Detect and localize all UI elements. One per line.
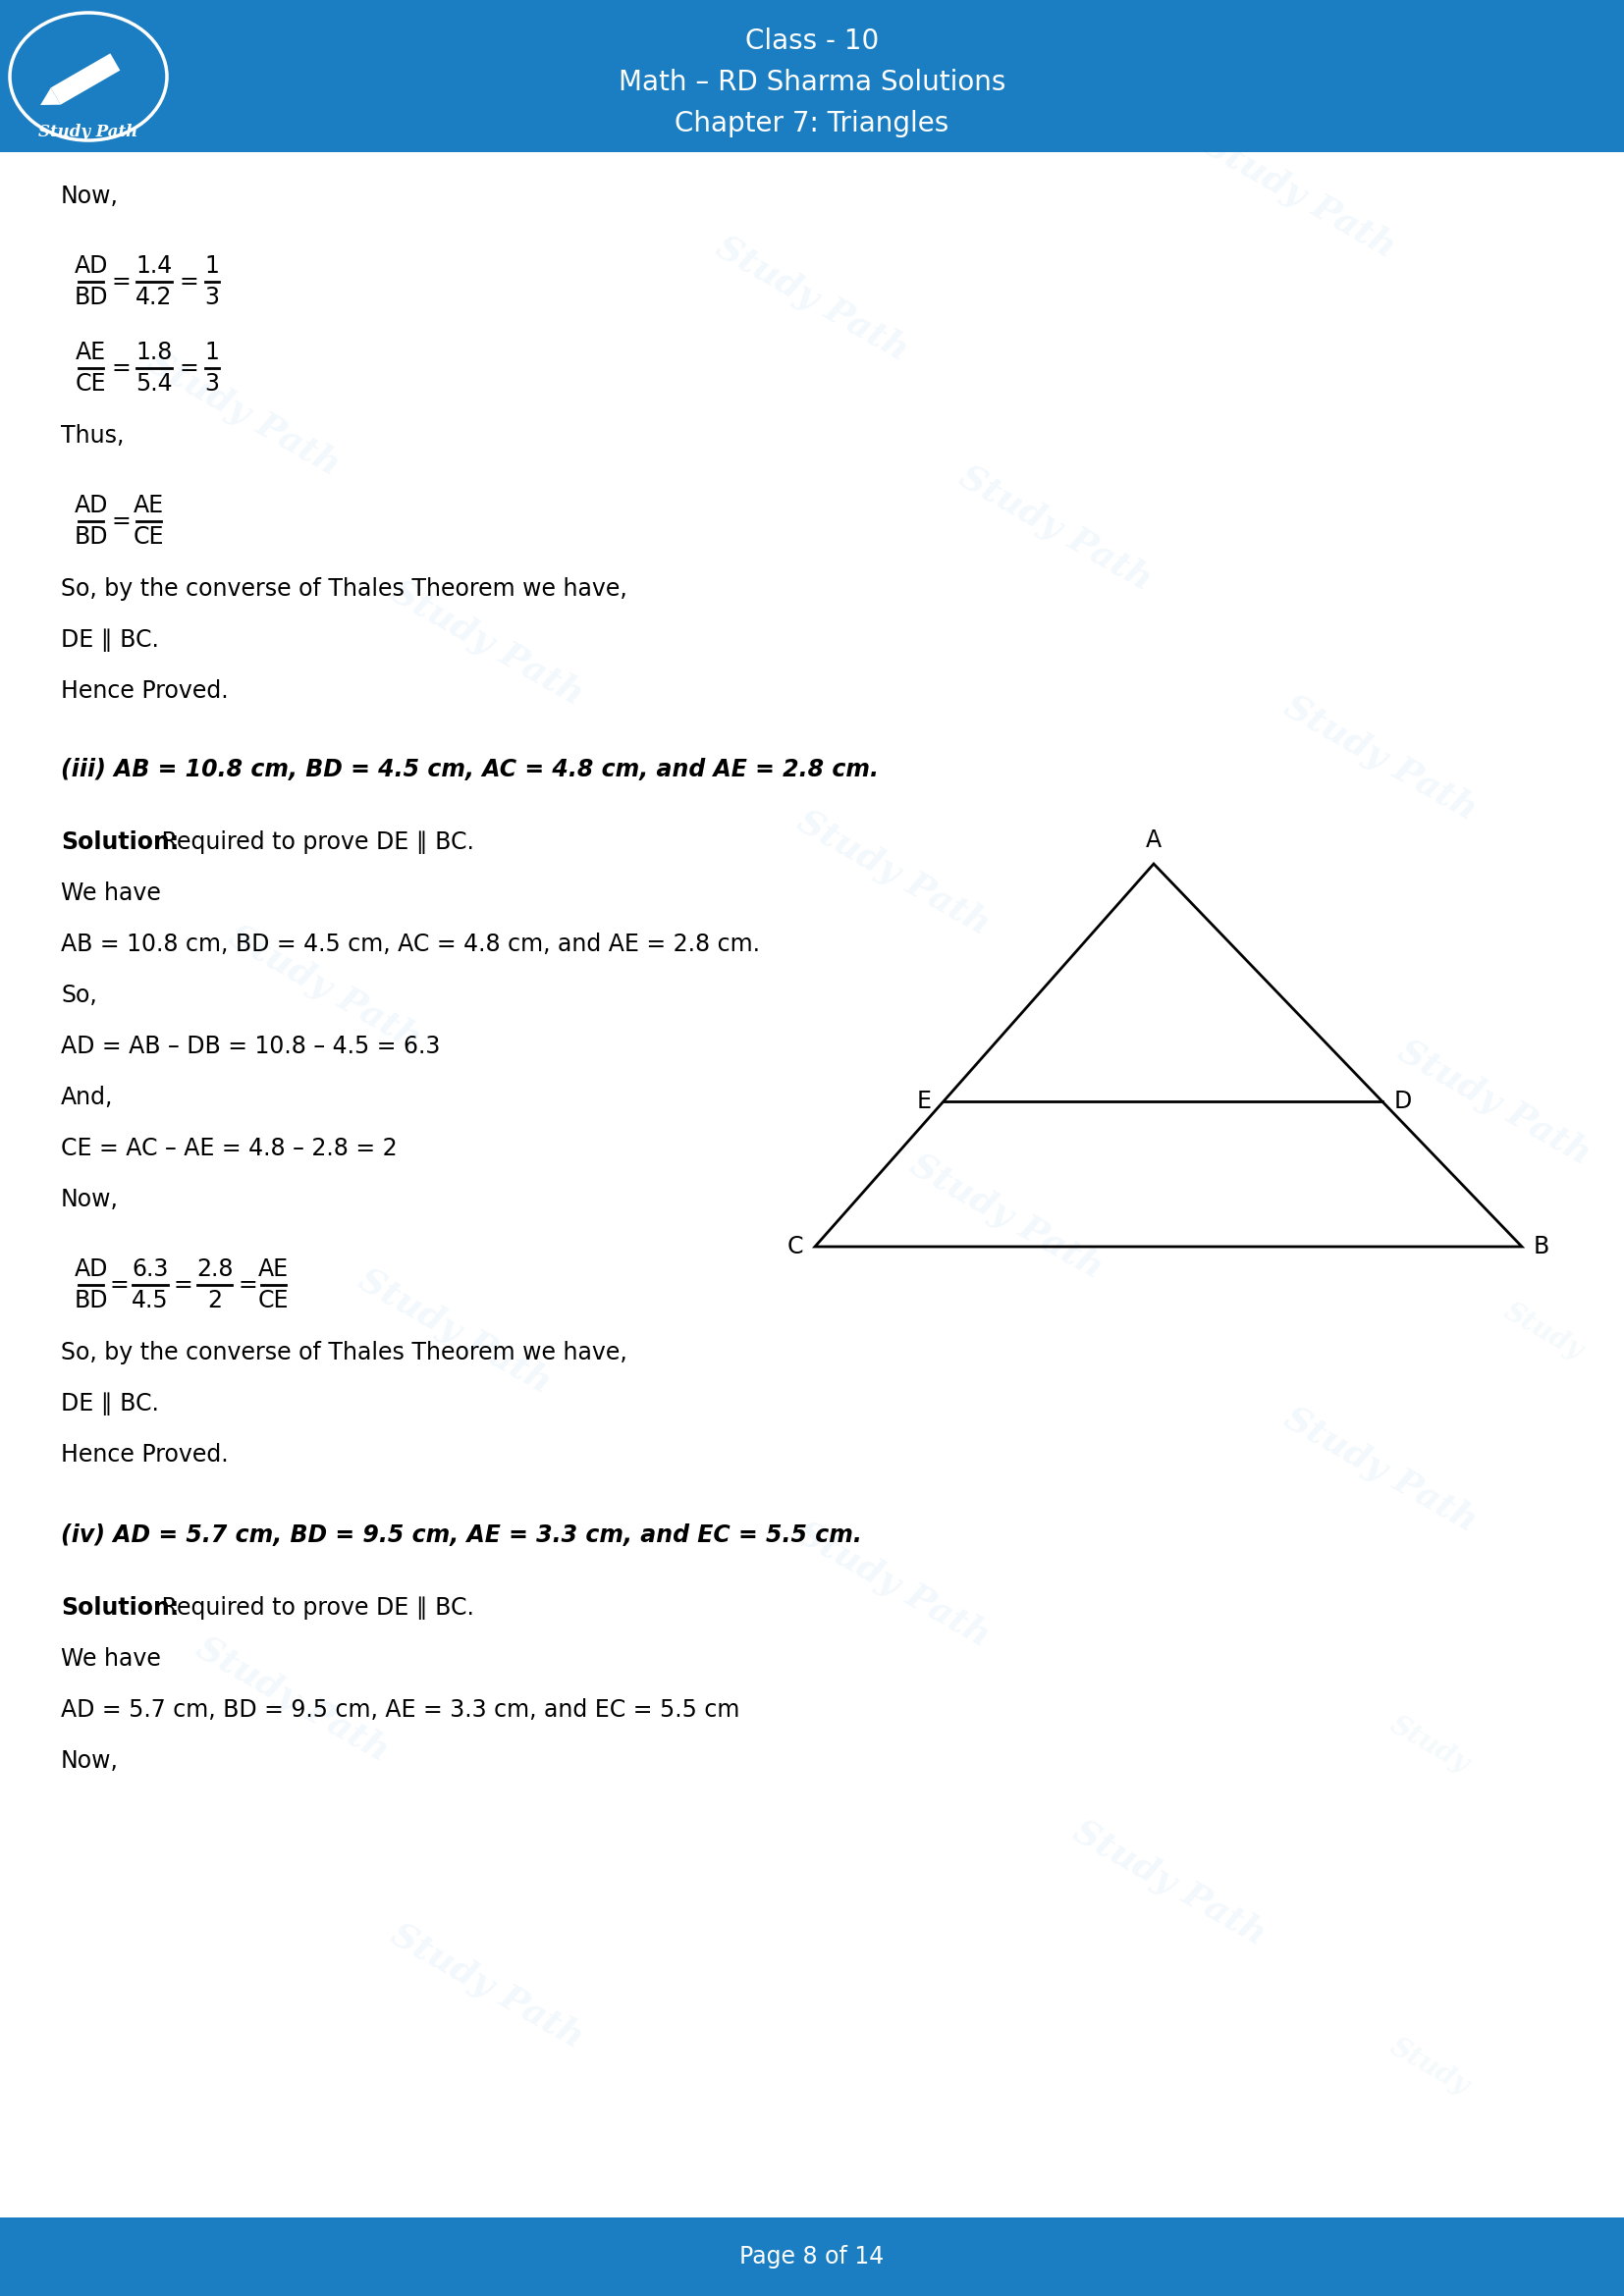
Text: So,: So, bbox=[60, 983, 97, 1008]
Text: CE = AC – AE = 4.8 – 2.8 = 2: CE = AC – AE = 4.8 – 2.8 = 2 bbox=[60, 1137, 398, 1159]
Text: Required to prove DE ∥ BC.: Required to prove DE ∥ BC. bbox=[154, 831, 474, 854]
Text: (iii) AB = 10.8 cm, BD = 4.5 cm, AC = 4.8 cm, and AE = 2.8 cm.: (iii) AB = 10.8 cm, BD = 4.5 cm, AC = 4.… bbox=[60, 758, 879, 781]
Text: Study Path: Study Path bbox=[352, 1263, 557, 1401]
Text: =: = bbox=[110, 271, 130, 294]
Bar bbox=[0, 2218, 1624, 2296]
Text: Study Path: Study Path bbox=[791, 804, 996, 941]
Text: Study Path: Study Path bbox=[905, 1148, 1109, 1286]
Text: Study Path: Study Path bbox=[791, 1515, 996, 1653]
Bar bbox=[0, 0, 1624, 152]
Text: 1.8: 1.8 bbox=[136, 340, 172, 365]
Text: Class - 10: Class - 10 bbox=[745, 28, 879, 55]
Text: Study Path: Study Path bbox=[1197, 126, 1402, 264]
Text: So, by the converse of Thales Theorem we have,: So, by the converse of Thales Theorem we… bbox=[60, 576, 627, 602]
Text: =: = bbox=[179, 271, 198, 294]
Text: Study Path: Study Path bbox=[222, 918, 427, 1056]
Text: C: C bbox=[788, 1235, 804, 1258]
Text: AD = AB – DB = 10.8 – 4.5 = 6.3: AD = AB – DB = 10.8 – 4.5 = 6.3 bbox=[60, 1035, 440, 1058]
Text: CE: CE bbox=[133, 526, 164, 549]
Text: Study Path: Study Path bbox=[385, 1917, 590, 2055]
Text: Hence Proved.: Hence Proved. bbox=[60, 1442, 229, 1467]
Text: Chapter 7: Triangles: Chapter 7: Triangles bbox=[676, 110, 948, 138]
Text: Required to prove DE ∥ BC.: Required to prove DE ∥ BC. bbox=[154, 1596, 474, 1619]
Text: AE: AE bbox=[258, 1258, 289, 1281]
Text: 5.4: 5.4 bbox=[135, 372, 172, 395]
Text: Now,: Now, bbox=[60, 184, 119, 209]
Text: BD: BD bbox=[75, 285, 107, 310]
Text: Study Path: Study Path bbox=[141, 344, 346, 482]
Text: Study Path: Study Path bbox=[385, 574, 590, 712]
Polygon shape bbox=[50, 53, 120, 106]
Text: E: E bbox=[918, 1088, 932, 1114]
Text: Study: Study bbox=[1499, 1300, 1587, 1364]
Text: 2: 2 bbox=[208, 1288, 222, 1313]
Text: =: = bbox=[110, 510, 130, 533]
Text: 1.4: 1.4 bbox=[136, 255, 172, 278]
Text: D: D bbox=[1393, 1088, 1411, 1114]
Text: 3: 3 bbox=[205, 372, 219, 395]
Text: Study Path: Study Path bbox=[1067, 1814, 1272, 1952]
Text: Page 8 of 14: Page 8 of 14 bbox=[739, 2245, 885, 2268]
Text: DE ∥ BC.: DE ∥ BC. bbox=[60, 1391, 159, 1417]
Text: =: = bbox=[174, 1274, 193, 1297]
Text: (iv) AD = 5.7 cm, BD = 9.5 cm, AE = 3.3 cm, and EC = 5.5 cm.: (iv) AD = 5.7 cm, BD = 9.5 cm, AE = 3.3 … bbox=[60, 1525, 862, 1548]
Text: Study Path: Study Path bbox=[710, 230, 914, 367]
Text: BD: BD bbox=[75, 1288, 107, 1313]
Text: AD: AD bbox=[75, 255, 107, 278]
Text: Study: Study bbox=[1385, 1713, 1473, 1777]
Text: =: = bbox=[110, 356, 130, 379]
Text: BD: BD bbox=[75, 526, 107, 549]
Text: Thus,: Thus, bbox=[60, 425, 123, 448]
Text: CE: CE bbox=[75, 372, 106, 395]
Text: DE ∥ BC.: DE ∥ BC. bbox=[60, 629, 159, 652]
Text: AD: AD bbox=[75, 1258, 107, 1281]
Text: We have: We have bbox=[60, 1646, 161, 1671]
Text: We have: We have bbox=[60, 882, 161, 905]
Text: =: = bbox=[109, 1274, 128, 1297]
Polygon shape bbox=[41, 87, 60, 106]
Text: 3: 3 bbox=[205, 285, 219, 310]
Text: A: A bbox=[1147, 829, 1161, 852]
Text: Now,: Now, bbox=[60, 1750, 119, 1773]
Text: Study: Study bbox=[1385, 2034, 1473, 2099]
Text: 2.8: 2.8 bbox=[197, 1258, 232, 1281]
Text: Study Path: Study Path bbox=[1278, 689, 1483, 827]
Text: 4.5: 4.5 bbox=[132, 1288, 169, 1313]
Text: =: = bbox=[179, 356, 198, 379]
Text: Now,: Now, bbox=[60, 1187, 119, 1212]
Text: B: B bbox=[1533, 1235, 1549, 1258]
Text: AD: AD bbox=[75, 494, 107, 517]
Text: Study Path: Study Path bbox=[190, 1630, 395, 1768]
Text: 1: 1 bbox=[205, 255, 219, 278]
Text: AD = 5.7 cm, BD = 9.5 cm, AE = 3.3 cm, and EC = 5.5 cm: AD = 5.7 cm, BD = 9.5 cm, AE = 3.3 cm, a… bbox=[60, 1699, 739, 1722]
Text: Solution:: Solution: bbox=[60, 831, 179, 854]
Text: Study Path: Study Path bbox=[1278, 1401, 1483, 1538]
Text: 4.2: 4.2 bbox=[136, 285, 172, 310]
Text: AE: AE bbox=[76, 340, 106, 365]
Text: =: = bbox=[239, 1274, 257, 1297]
Text: Math – RD Sharma Solutions: Math – RD Sharma Solutions bbox=[619, 69, 1005, 96]
Text: Hence Proved.: Hence Proved. bbox=[60, 680, 229, 703]
Text: CE: CE bbox=[258, 1288, 289, 1313]
Text: Solution:: Solution: bbox=[60, 1596, 179, 1619]
Text: And,: And, bbox=[60, 1086, 114, 1109]
Text: Study Path: Study Path bbox=[39, 124, 138, 140]
Text: Study Path: Study Path bbox=[953, 459, 1158, 597]
Text: AB = 10.8 cm, BD = 4.5 cm, AC = 4.8 cm, and AE = 2.8 cm.: AB = 10.8 cm, BD = 4.5 cm, AC = 4.8 cm, … bbox=[60, 932, 760, 955]
Text: Study Path: Study Path bbox=[1392, 1033, 1596, 1171]
Text: So, by the converse of Thales Theorem we have,: So, by the converse of Thales Theorem we… bbox=[60, 1341, 627, 1364]
Text: 1: 1 bbox=[205, 340, 219, 365]
Text: 6.3: 6.3 bbox=[132, 1258, 169, 1281]
Text: AE: AE bbox=[133, 494, 164, 517]
